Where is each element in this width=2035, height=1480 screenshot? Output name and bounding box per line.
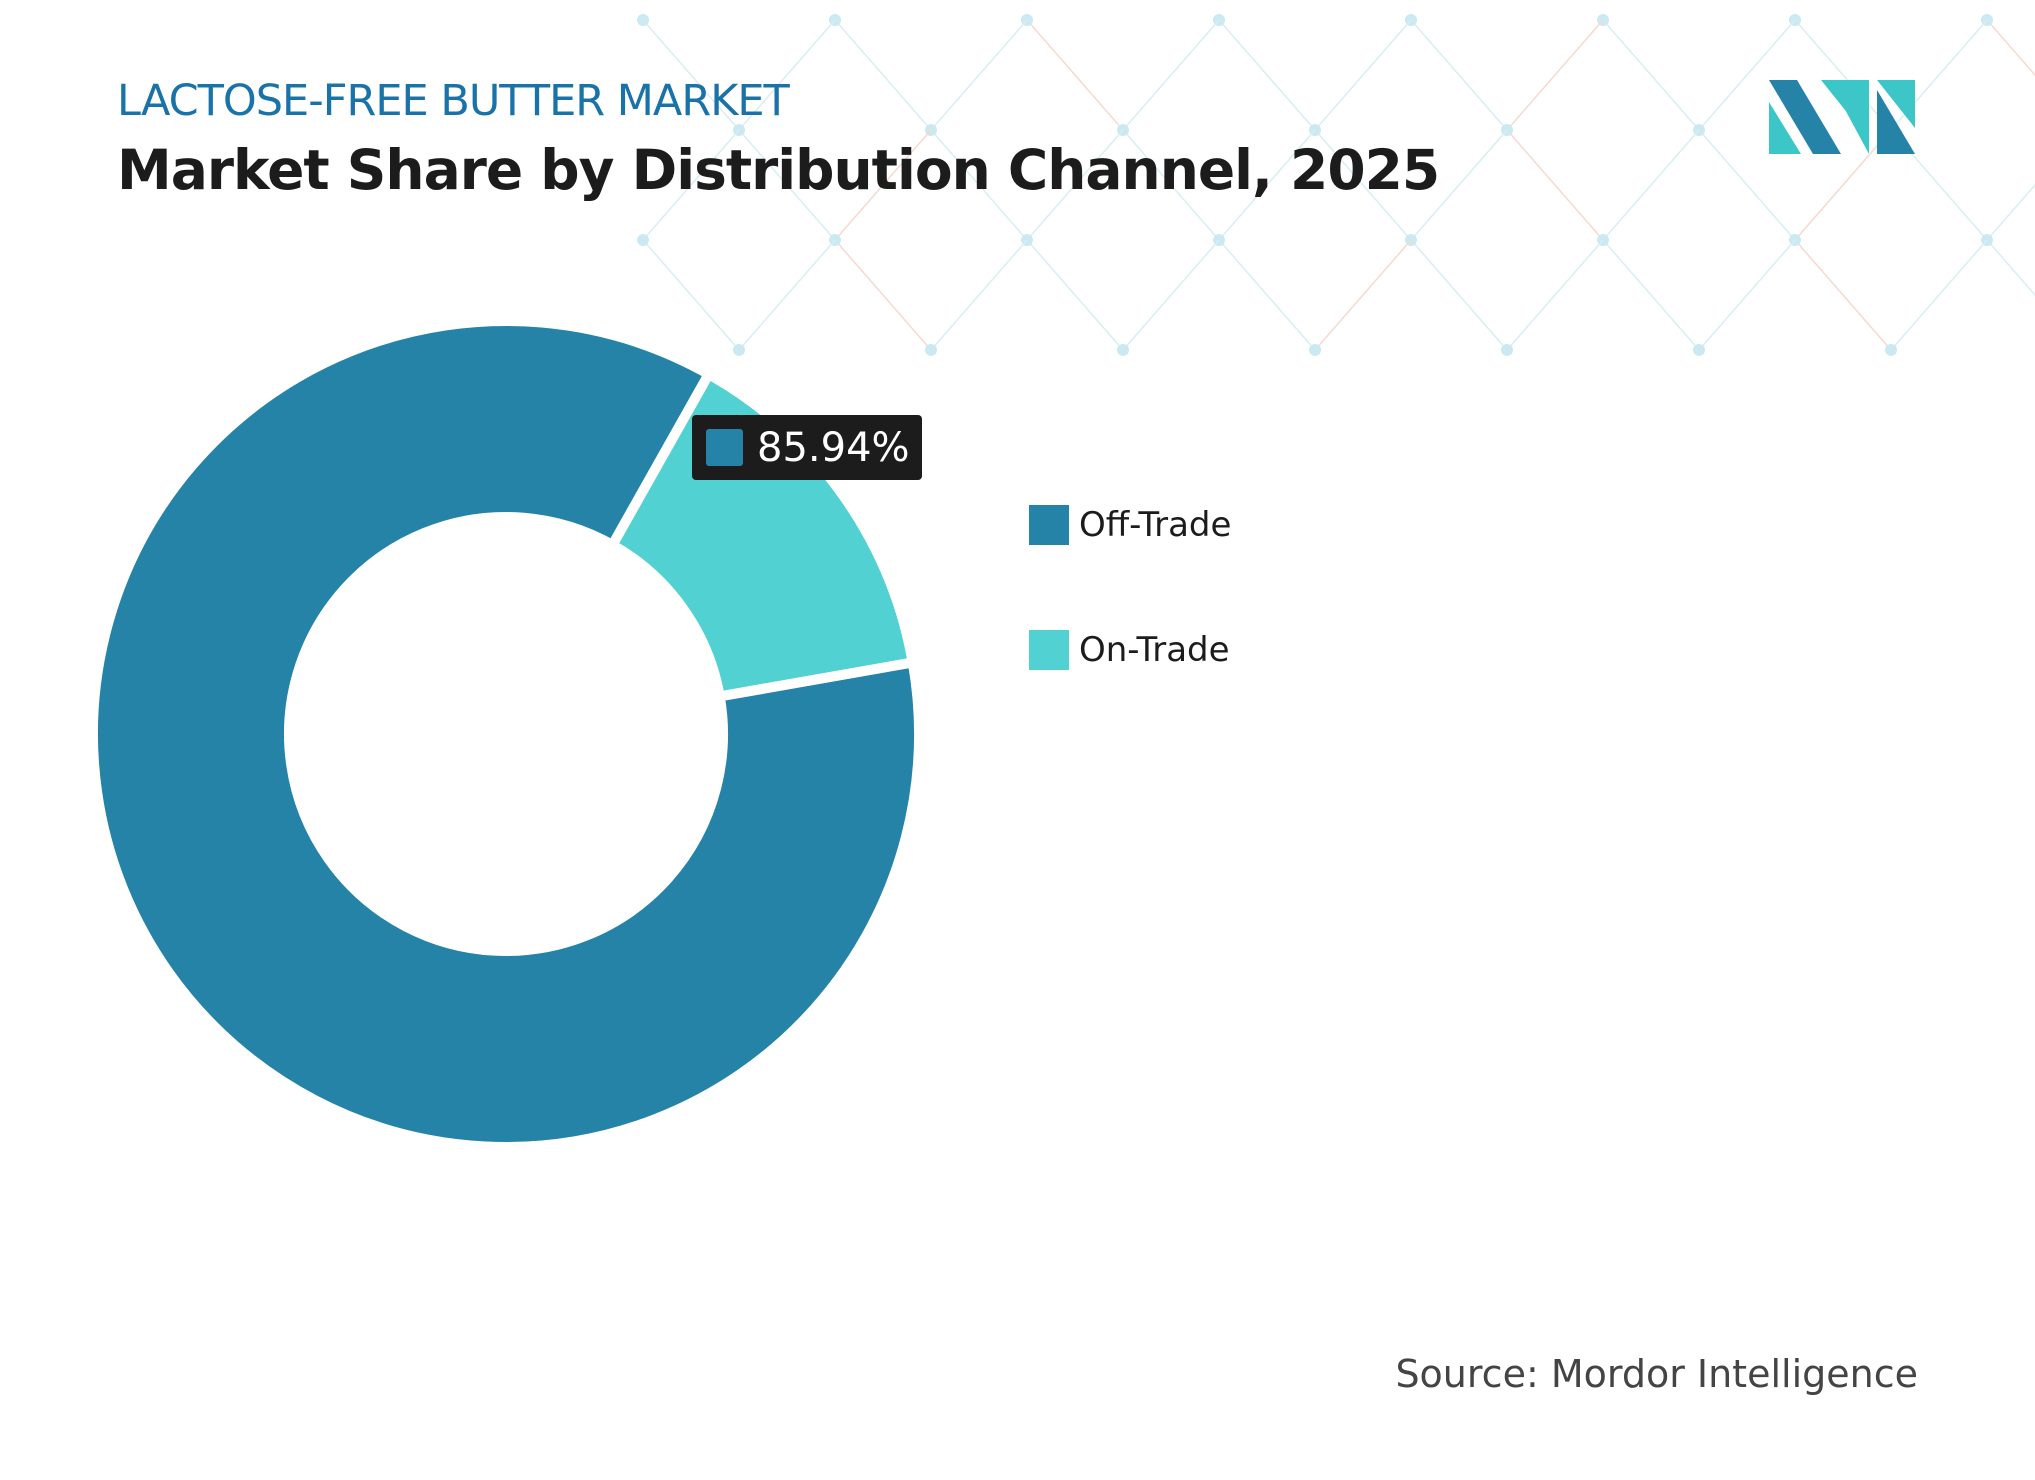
tooltip-swatch [706, 429, 743, 466]
source-note: Source: Mordor Intelligence [1395, 1352, 1918, 1396]
chart-title: Market Share by Distribution Channel, 20… [117, 138, 1440, 202]
legend-swatch-off-trade [1029, 505, 1069, 545]
legend-item-off-trade[interactable]: Off-Trade [1029, 505, 1231, 545]
legend-label: On-Trade [1079, 630, 1230, 670]
data-label-tooltip: 85.94% [692, 415, 922, 480]
mordor-logo [1769, 80, 1915, 154]
legend-swatch-on-trade [1029, 630, 1069, 670]
legend-label: Off-Trade [1079, 505, 1232, 545]
tooltip-value: 85.94% [757, 424, 910, 471]
legend-item-on-trade[interactable]: On-Trade [1029, 630, 1230, 670]
donut-slice-off-trade[interactable] [88, 316, 924, 1152]
chart-subtitle: LACTOSE-FREE BUTTER MARKET [117, 76, 790, 126]
